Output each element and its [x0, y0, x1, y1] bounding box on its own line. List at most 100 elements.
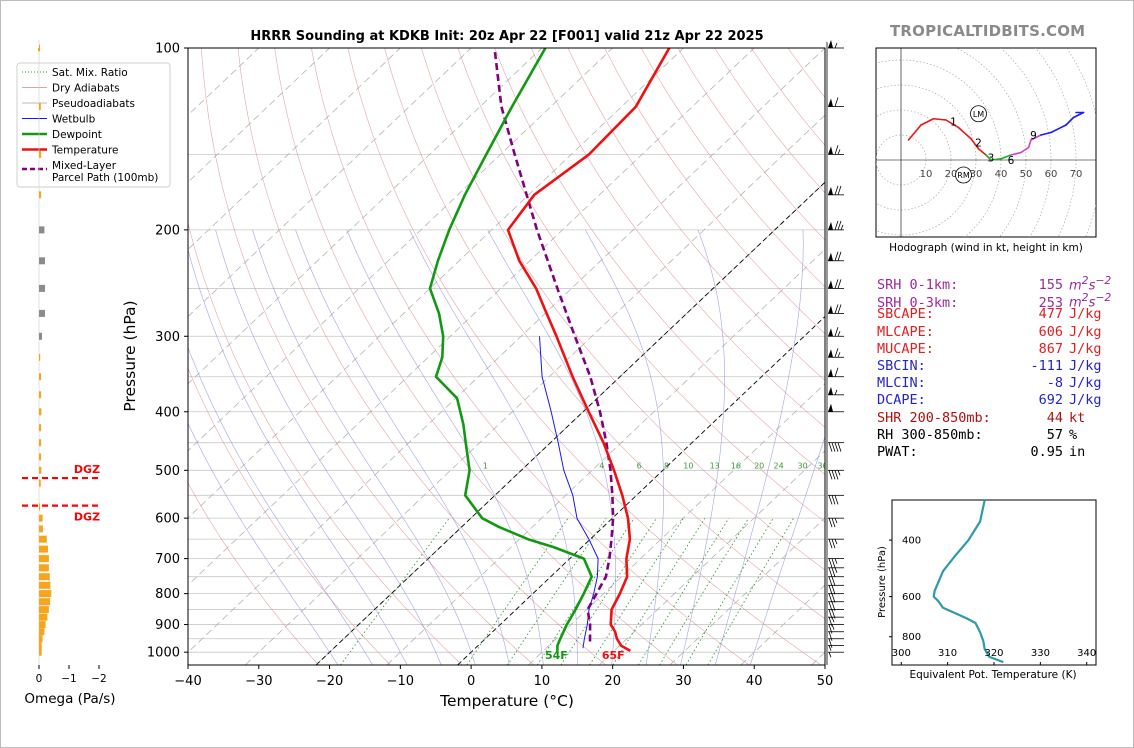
index-value: 57 [1046, 426, 1063, 443]
x-tick-label: 30 [675, 674, 692, 689]
index-row: SBCIN: -111 J/kg [877, 358, 1127, 375]
index-name: MLCIN: [877, 375, 926, 392]
wind-barb [828, 386, 844, 396]
isotherm [457, 315, 825, 665]
wind-barb-half [837, 149, 841, 155]
x-tick-label: −30 [245, 674, 272, 689]
omega-bar [39, 581, 51, 589]
hodograph-segment [990, 157, 1002, 161]
wind-barb-full [831, 585, 836, 595]
hodograph-ring-label: 30 [970, 169, 983, 180]
pseudoadiabat [585, 229, 665, 665]
wind-barb-full [834, 367, 839, 377]
hodograph-ring-label: 20 [945, 169, 958, 180]
wind-barb-half [834, 42, 838, 49]
wind-barb-half [837, 352, 841, 358]
wind-barb-flag [828, 146, 833, 155]
wind-barb [828, 624, 844, 634]
index-unit: J/kg [1069, 340, 1102, 357]
storm-motion-marker [970, 105, 987, 123]
mixing-ratio-line [659, 517, 749, 665]
legend-label: Parcel Path (100mb) [52, 172, 158, 184]
wind-barb [828, 348, 844, 358]
index-row: PWAT: 0.95 in [877, 444, 1127, 461]
hodograph-segment [970, 137, 980, 150]
mixing-ratio-label: 1 [483, 461, 488, 470]
omega-bar [39, 353, 41, 361]
mixing-ratio-line [638, 517, 730, 665]
mixing-ratio-line [560, 517, 657, 665]
wind-barb [828, 645, 844, 651]
wind-barb [828, 251, 844, 262]
mixing-ratio-line [340, 517, 450, 665]
dry-adiabat [567, 48, 825, 381]
wind-barb [828, 638, 844, 648]
wind-barb-half [840, 224, 844, 231]
hodograph-height-label: 3 [988, 153, 995, 165]
y-tick-label: 800 [155, 587, 180, 602]
pseudoadiabat [188, 422, 339, 665]
wind-barb [828, 304, 844, 314]
hodograph-segment [945, 119, 960, 129]
wind-barb-full [834, 185, 839, 195]
wind-barb [828, 220, 844, 231]
index-name: SRH 0-3km: [877, 294, 959, 311]
wind-barb [828, 593, 844, 603]
wind-barb-half [831, 624, 835, 630]
wind-barb-full [831, 567, 836, 577]
wind-barb-full [828, 593, 833, 603]
hodograph-segment [1030, 134, 1042, 141]
omega-bar [39, 391, 42, 399]
wind-barb [828, 538, 844, 549]
wind-barb-full [831, 495, 836, 505]
index-row: RH 300-850mb: 57% [877, 427, 1127, 444]
storm-motion-marker [955, 166, 972, 184]
omega-bar [39, 635, 43, 643]
omega-bar [39, 545, 48, 553]
omega-bar [39, 150, 42, 158]
mixing-ratio-line [612, 517, 706, 665]
wind-barb-flag [828, 328, 833, 337]
dry-adiabat [201, 48, 535, 665]
index-value: 692 [1038, 392, 1063, 409]
omega-x-tick-label: 0 [36, 673, 43, 685]
pseudoadiabat [409, 229, 578, 665]
hodograph-segment [1020, 146, 1030, 154]
wind-barb [828, 97, 844, 107]
temperature-line [506, 48, 671, 653]
skewt-frame [187, 47, 826, 666]
omega-bar [39, 257, 45, 265]
index-name: MLCAPE: [877, 323, 934, 340]
wind-barb-full [828, 518, 833, 528]
index-value: 155 [1038, 277, 1063, 294]
theta-e-x-tick-label: 330 [1031, 648, 1050, 659]
wind-barb-full [831, 518, 836, 528]
mixing-ratio-line [685, 517, 774, 665]
index-unit: kt [1069, 409, 1086, 426]
hodograph-segment [1050, 124, 1067, 134]
skewt-xlabel: Temperature (°C) [439, 692, 574, 710]
omega-bar [39, 424, 42, 432]
mixing-ratio-label: 13 [710, 461, 720, 470]
index-row: DCAPE: 692 J/kg [877, 392, 1127, 409]
x-tick-label: 40 [746, 674, 763, 689]
index-value: 253 [1038, 294, 1063, 311]
isotherm [669, 517, 825, 665]
wind-barb [828, 145, 844, 155]
indices-panel: SRH 0-1km: 155 m2s−2 SRH 0-3km: 253 m2s−2 SBCA… [877, 272, 1127, 461]
mixing-ratio-label: 8 [664, 461, 669, 470]
hodograph-segment [1027, 139, 1032, 149]
wind-barb-full [828, 558, 833, 568]
index-row: SRH 0-3km: 253 m2s−2 [877, 289, 1127, 310]
wind-barb-full [834, 97, 839, 107]
legend-label: Dewpoint [52, 129, 102, 141]
dry-adiabat [494, 48, 825, 475]
dry-adiabat [531, 48, 825, 428]
wind-barb-half [837, 470, 841, 476]
wind-barb-full [831, 558, 836, 568]
omega-bar [38, 48, 40, 51]
omega-bar [39, 598, 51, 606]
theta-e-line [932, 499, 1004, 664]
mixing-ratio-line [707, 517, 794, 665]
x-tick-label: 10 [534, 674, 551, 689]
